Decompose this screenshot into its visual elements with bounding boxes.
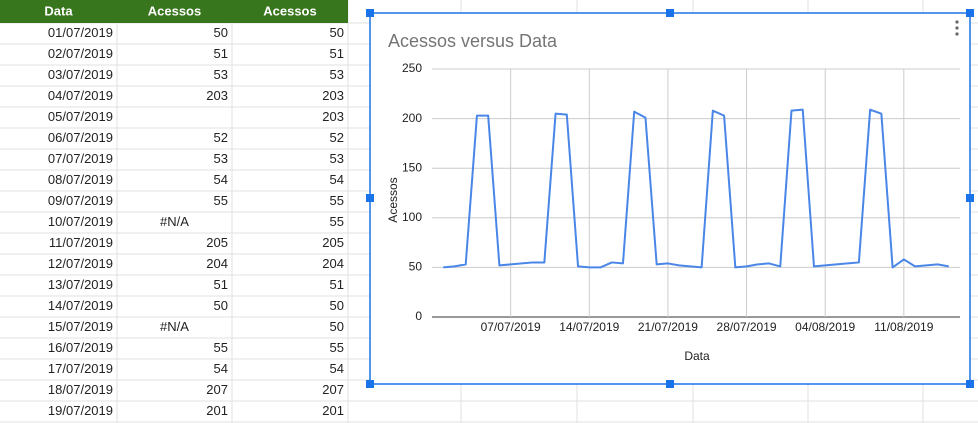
- cell: #N/A: [160, 214, 189, 229]
- cell: 15/07/2019: [48, 319, 113, 334]
- cell: 05/07/2019: [48, 109, 113, 124]
- cell: 17/07/2019: [48, 361, 113, 376]
- menu-dot: [955, 26, 959, 30]
- cell: 54: [214, 172, 228, 187]
- cell: 12/07/2019: [48, 256, 113, 271]
- cell: 205: [206, 235, 228, 250]
- cell: 51: [214, 277, 228, 292]
- cell: 51: [330, 277, 344, 292]
- y-tick-label: 150: [402, 160, 422, 174]
- cell: 53: [330, 151, 344, 166]
- handle[interactable]: [666, 9, 674, 17]
- resize-handles: [366, 9, 974, 388]
- handle[interactable]: [366, 194, 374, 202]
- header-row: [0, 0, 348, 23]
- cell: 55: [330, 193, 344, 208]
- handle[interactable]: [666, 380, 674, 388]
- handle[interactable]: [366, 9, 374, 17]
- cell: 55: [214, 340, 228, 355]
- cell: 54: [330, 361, 344, 376]
- table: Data Acessos Acessos 01/07/2019 50 50 02/07/20…: [44, 3, 344, 418]
- cell: 52: [330, 130, 344, 145]
- cell: 01/07/2019: [48, 25, 113, 40]
- cell: 53: [330, 67, 344, 82]
- cell: 55: [330, 340, 344, 355]
- x-tick-label: 14/07/2019: [559, 320, 619, 334]
- x-tick-label: 04/08/2019: [795, 320, 855, 334]
- cell: 204: [206, 256, 228, 271]
- cell: 207: [322, 382, 344, 397]
- handle[interactable]: [366, 380, 374, 388]
- data-line: [443, 108, 949, 269]
- chart-menu[interactable]: [955, 20, 959, 36]
- header-cell: Acessos: [263, 3, 316, 18]
- cell: 07/07/2019: [48, 151, 113, 166]
- cell: 201: [206, 403, 228, 418]
- cell: 03/07/2019: [48, 67, 113, 82]
- cell: 54: [214, 361, 228, 376]
- cell: 18/07/2019: [48, 382, 113, 397]
- cell: 207: [206, 382, 228, 397]
- cell: 55: [214, 193, 228, 208]
- cell: 53: [214, 151, 228, 166]
- cell: 16/07/2019: [48, 340, 113, 355]
- cell: 55: [330, 214, 344, 229]
- cell: 13/07/2019: [48, 277, 113, 292]
- x-tick-label: 07/07/2019: [481, 320, 541, 334]
- cell: 203: [322, 109, 344, 124]
- cell: 11/07/2019: [49, 235, 113, 250]
- cell: 204: [322, 256, 344, 271]
- y-tick-label: 100: [402, 210, 422, 224]
- cell: 09/07/2019: [48, 193, 113, 208]
- cell: 50: [330, 25, 344, 40]
- header-cell: Acessos: [148, 3, 201, 18]
- y-tick-label: 50: [409, 260, 423, 274]
- cell: 203: [206, 88, 228, 103]
- cell: 205: [322, 235, 344, 250]
- handle[interactable]: [966, 194, 974, 202]
- cell: 08/07/2019: [48, 172, 113, 187]
- x-tick-label: 28/07/2019: [717, 320, 777, 334]
- cell: 54: [330, 172, 344, 187]
- cell: 50: [214, 25, 228, 40]
- header-cell: Data: [44, 3, 73, 18]
- handle[interactable]: [966, 9, 974, 17]
- y-tick-label: 200: [402, 111, 422, 125]
- y-axis-title: Acessos: [386, 177, 400, 222]
- plot: 0 50 100 150 200 250 07/07/2019 14/07/2019 21/07…: [402, 61, 960, 334]
- cell: 203: [322, 88, 344, 103]
- cell: 04/07/2019: [48, 88, 113, 103]
- cell: 201: [322, 403, 344, 418]
- x-tick-label: 11/08/2019: [874, 320, 933, 334]
- cell: #N/A: [160, 319, 189, 334]
- menu-dot: [955, 32, 959, 36]
- x-tick-label: 21/07/2019: [638, 320, 698, 334]
- cell: 19/07/2019: [48, 403, 113, 418]
- cell: 06/07/2019: [48, 130, 113, 145]
- y-tick-label: 0: [415, 309, 422, 323]
- cell: 50: [330, 319, 344, 334]
- cell: 53: [214, 67, 228, 82]
- cell: 51: [214, 46, 228, 61]
- cell: 14/07/2019: [48, 298, 113, 313]
- menu-dot: [955, 20, 959, 24]
- x-axis-title: Data: [684, 349, 710, 363]
- cell: 51: [330, 46, 344, 61]
- cell: 50: [214, 298, 228, 313]
- cell: 50: [330, 298, 344, 313]
- y-tick-label: 250: [402, 61, 422, 75]
- handle[interactable]: [966, 380, 974, 388]
- cell: 10/07/2019: [48, 214, 113, 229]
- chart-title: Acessos versus Data: [388, 31, 558, 51]
- cell: 02/07/2019: [48, 46, 113, 61]
- cell: 52: [214, 130, 228, 145]
